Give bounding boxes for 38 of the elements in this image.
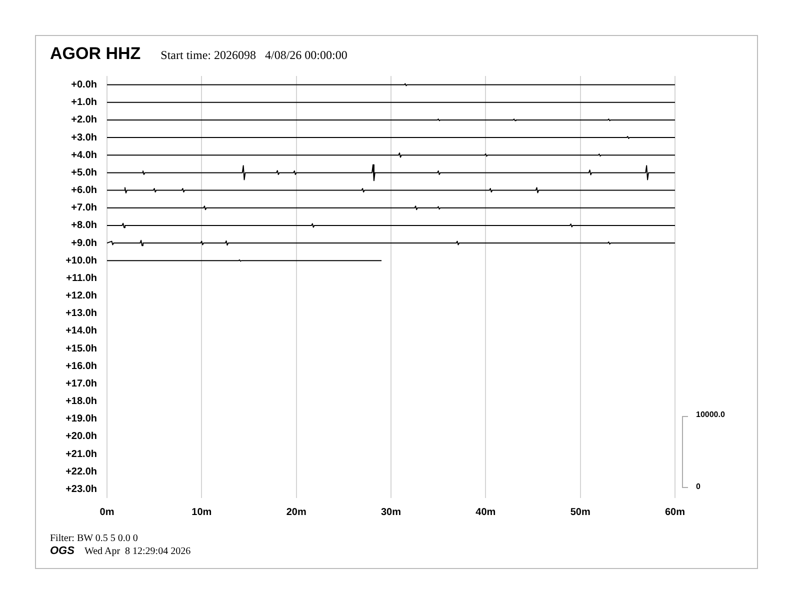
y-tick-label: +14.0h	[66, 326, 97, 337]
y-tick-label: +9.0h	[71, 238, 97, 249]
y-tick-label: +18.0h	[66, 396, 97, 408]
x-tick-label: 30m	[380, 506, 402, 518]
y-tick-label: +2.0h	[71, 114, 97, 126]
text: 10000.0	[696, 410, 725, 419]
y-tick-label: +8.0h	[71, 220, 97, 232]
chart-subtitle: Start time: 2026098 4/08/26 00:00:00	[160, 48, 348, 63]
y-tick-label: +10.0h	[66, 255, 97, 266]
y-tick-label: +23.0h	[66, 484, 97, 495]
y-tick-label: +19.0h	[66, 414, 97, 425]
text: 0	[696, 482, 700, 491]
y-tick-label: +3.0h	[71, 132, 97, 144]
text: OGS	[50, 545, 74, 558]
text: Filter: BW 0.5 5 0.0 0	[50, 532, 139, 545]
y-tick-label: +15.0h	[66, 343, 97, 354]
y-tick-label: +1.0h	[71, 97, 97, 108]
y-tick-label: +11.0h	[66, 272, 97, 284]
y-tick-label: +16.0h	[66, 360, 97, 372]
y-tick-label: +4.0h	[71, 150, 97, 161]
y-tick-label: +22.0h	[66, 466, 97, 478]
x-tick-label: 0m	[100, 506, 114, 518]
x-tick-label: 60m	[664, 506, 686, 518]
x-tick-label: 40m	[476, 506, 496, 518]
y-tick-label: +17.0h	[66, 378, 97, 390]
chart-title: AGOR HHZ	[50, 44, 141, 64]
y-tick-label: +5.0h	[71, 167, 97, 178]
y-tick-label: +6.0h	[71, 185, 97, 196]
x-tick-label: 20m	[286, 506, 306, 518]
y-tick-label: +12.0h	[66, 290, 97, 302]
y-tick-label: +0.0h	[71, 80, 97, 91]
x-tick-label: 50m	[570, 506, 590, 518]
text: Wed Apr 8 12:29:04 2026	[84, 545, 191, 558]
y-tick-label: +13.0h	[66, 308, 97, 320]
y-tick-label: +20.0h	[66, 431, 97, 442]
y-tick-label: +7.0h	[71, 202, 97, 214]
x-tick-label: 10m	[192, 506, 212, 518]
y-tick-label: +21.0h	[66, 448, 97, 460]
